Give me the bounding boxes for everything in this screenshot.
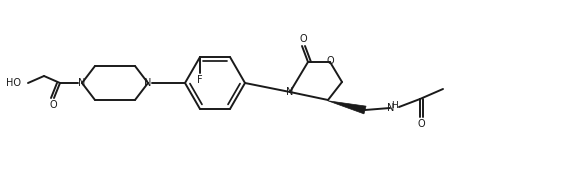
Text: H: H [392, 101, 398, 110]
Polygon shape [328, 101, 366, 114]
Text: N: N [78, 78, 85, 88]
Text: N: N [144, 78, 152, 88]
Text: HO: HO [6, 78, 21, 88]
Text: N: N [387, 103, 395, 113]
Text: O: O [326, 56, 334, 66]
Text: F: F [197, 75, 203, 85]
Text: O: O [49, 100, 57, 110]
Text: O: O [299, 34, 307, 44]
Text: O: O [417, 119, 425, 129]
Text: N: N [286, 87, 294, 97]
